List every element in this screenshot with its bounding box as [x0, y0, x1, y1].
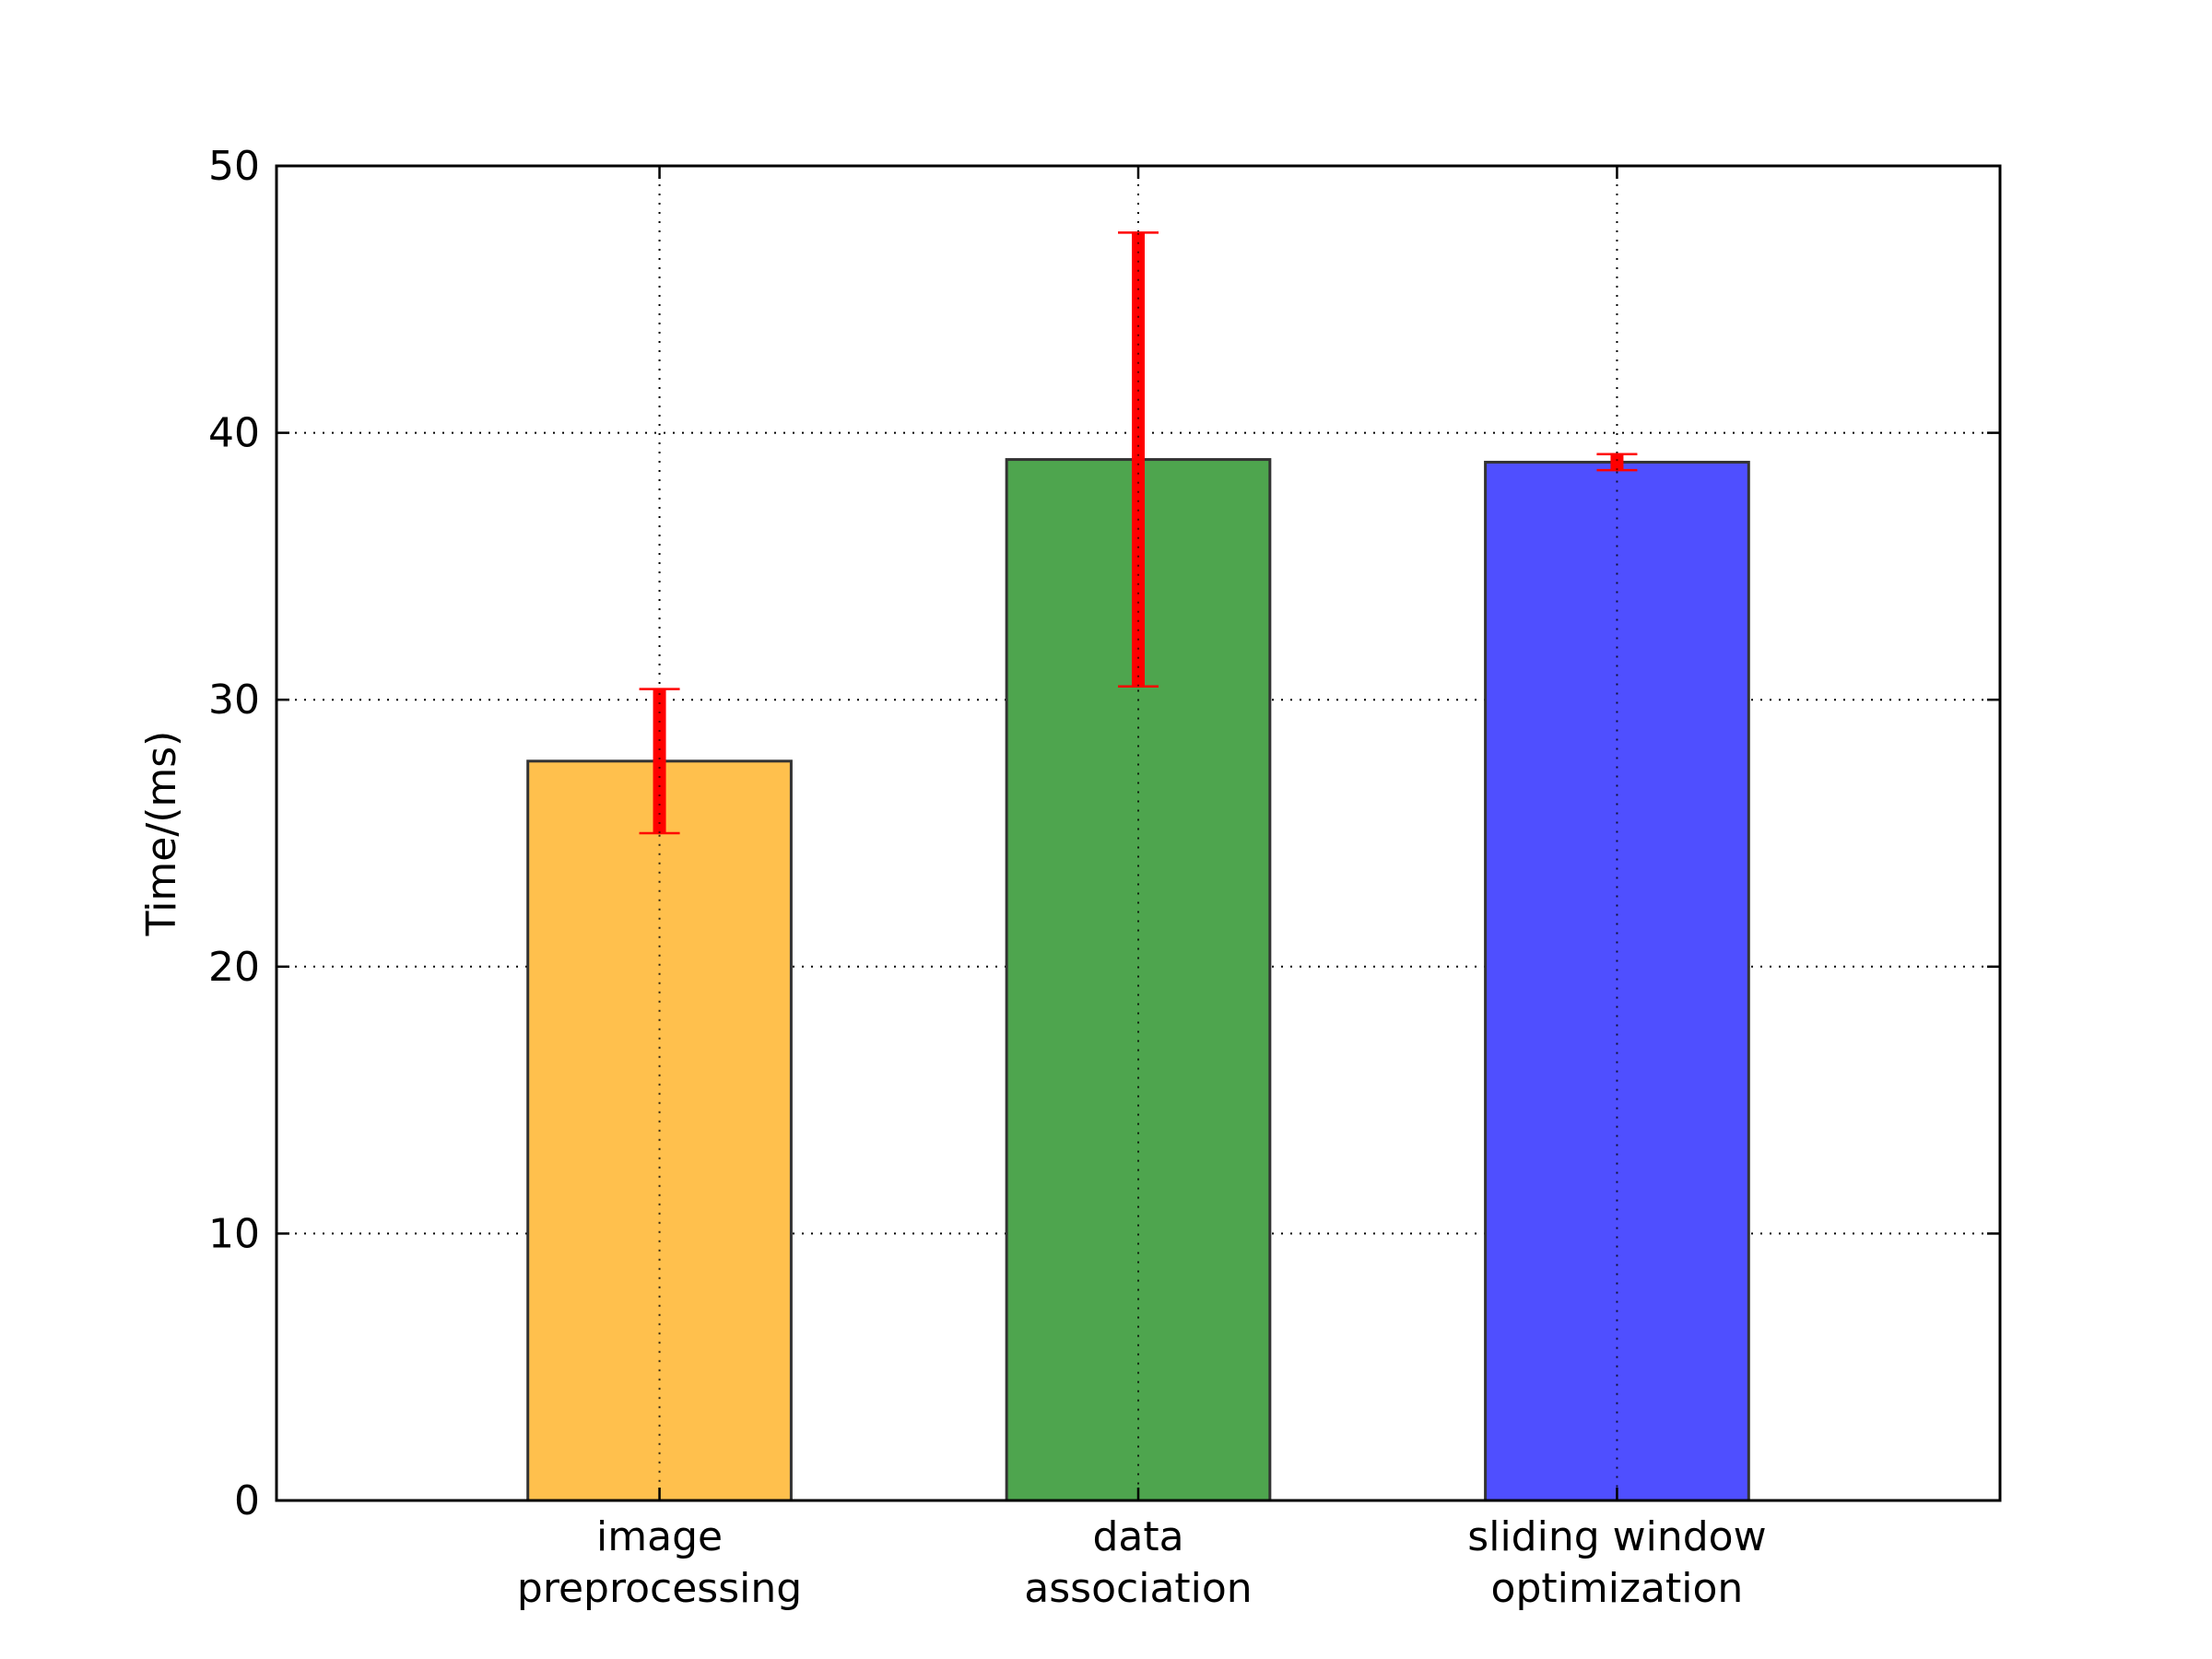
y-tick-label: 10	[208, 1210, 260, 1257]
y-axis-title: Time/(ms)	[138, 731, 185, 937]
y-tick-label: 0	[234, 1477, 260, 1524]
labels: 0 10 20 30 40 50 image preprocessing data associa…	[208, 143, 1767, 1612]
x-tick-label: sliding window	[1467, 1513, 1766, 1560]
y-tick-label: 30	[208, 677, 260, 724]
error-bars	[639, 231, 1638, 835]
y-tick-label: 40	[208, 410, 260, 457]
axes	[275, 164, 2002, 1502]
x-tick-label: optimization	[1491, 1565, 1744, 1612]
x-tick-label: image	[596, 1513, 723, 1560]
y-tick-label: 20	[208, 944, 260, 991]
x-tick-label: preprocessing	[517, 1565, 802, 1612]
y-tick-label: 50	[208, 143, 260, 190]
x-tick-label: data	[1092, 1513, 1183, 1560]
bar	[1484, 460, 1750, 1502]
x-tick-label: association	[1024, 1565, 1252, 1612]
